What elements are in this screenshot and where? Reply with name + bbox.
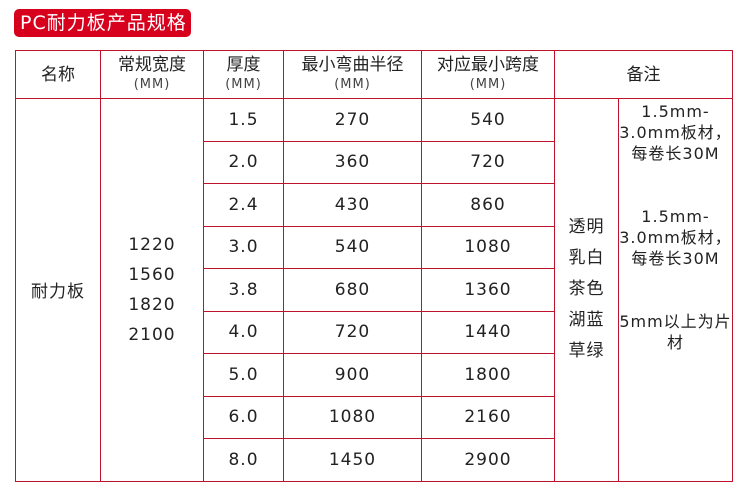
notes-cell: 1.5mm-3.0mm板材，每卷长30M 1.5mm-3.0mm板材，每卷长30M…: [618, 98, 733, 482]
table-row: 3.0 540 1080: [16, 225, 733, 269]
table-row: 3.8 680 1360: [16, 268, 733, 312]
thickness-cell: 2.0: [203, 140, 284, 184]
note-text: 5mm以上为片材: [619, 312, 732, 352]
spec-table: 名称 常规宽度 (MM) 厚度 (MM) 最小弯曲半径 (MM) 对应最小跨度 (MM)…: [15, 50, 733, 482]
table-row: 5.0 900 1800: [16, 353, 733, 397]
color-list: 透明乳白茶色湖蓝草绿: [554, 98, 619, 482]
bend-radius-cell: 540: [283, 225, 422, 269]
min-span-cell: 1440: [421, 310, 555, 354]
width-value: 2100: [128, 324, 176, 345]
thickness-cell: 4.0: [203, 310, 284, 354]
note-text: 1.5mm-3.0mm板材，每卷长30M: [619, 207, 732, 268]
bend-radius-cell: 430: [283, 183, 422, 227]
min-span-cell: 1360: [421, 268, 555, 312]
header-thickness: 厚度 (MM): [203, 50, 284, 99]
min-span-cell: 2900: [421, 438, 555, 482]
thickness-cell: 6.0: [203, 395, 284, 439]
color-option: 茶色: [568, 279, 605, 300]
header-width: 常规宽度 (MM): [100, 50, 204, 99]
table-row: 2.0 360 720: [16, 140, 733, 184]
bend-radius-cell: 360: [283, 140, 422, 184]
width-value: 1820: [128, 294, 176, 315]
bend-radius-cell: 900: [283, 353, 422, 397]
thickness-cell: 2.4: [203, 183, 284, 227]
width-value: 1220: [128, 234, 176, 255]
page-title: PC耐力板产品规格: [14, 9, 191, 37]
min-span-cell: 540: [421, 98, 555, 142]
min-span-cell: 1080: [421, 225, 555, 269]
bend-radius-cell: 1080: [283, 395, 422, 439]
width-list: 1220 1560 1820 2100: [100, 98, 204, 482]
note-text: 1.5mm-3.0mm板材，每卷长30M: [619, 102, 732, 163]
color-option: 湖蓝: [568, 310, 605, 331]
table-row: 4.0 720 1440: [16, 310, 733, 354]
bend-radius-cell: 1450: [283, 438, 422, 482]
color-option: 透明: [568, 217, 605, 238]
table-row: 耐力板 1220 1560 1820 2100 1.5 270 540 透明 乳白 茶色 湖蓝 草绿 1.…: [15, 98, 733, 482]
header-bend-radius: 最小弯曲半径 (MM): [283, 50, 422, 99]
color-option: 乳白: [568, 248, 605, 269]
header-min-span: 对应最小跨度 (MM): [421, 50, 555, 99]
table-row: 8.0 1450 2900: [16, 438, 733, 482]
bend-radius-cell: 720: [283, 310, 422, 354]
color-option: 草绿: [568, 341, 605, 362]
header-name: 名称: [15, 50, 101, 99]
thickness-cell: 1.5: [203, 98, 284, 142]
min-span-cell: 720: [421, 140, 555, 184]
thickness-cell: 3.8: [203, 268, 284, 312]
thickness-cell: 8.0: [203, 438, 284, 482]
min-span-cell: 1800: [421, 353, 555, 397]
thickness-cell: 3.0: [203, 225, 284, 269]
min-span-cell: 2160: [421, 395, 555, 439]
table-row: 2.4 430 860: [16, 183, 733, 227]
bend-radius-cell: 270: [283, 98, 422, 142]
header-remarks: 备注: [554, 50, 733, 99]
table-row: 6.0 1080 2160: [16, 395, 733, 439]
product-name: 耐力板: [15, 98, 101, 482]
thickness-cell: 5.0: [203, 353, 284, 397]
min-span-cell: 860: [421, 183, 555, 227]
bend-radius-cell: 680: [283, 268, 422, 312]
width-value: 1560: [128, 264, 176, 285]
header-row: 名称 常规宽度 (MM) 厚度 (MM) 最小弯曲半径 (MM) 对应最小跨度 (MM)…: [15, 50, 733, 99]
